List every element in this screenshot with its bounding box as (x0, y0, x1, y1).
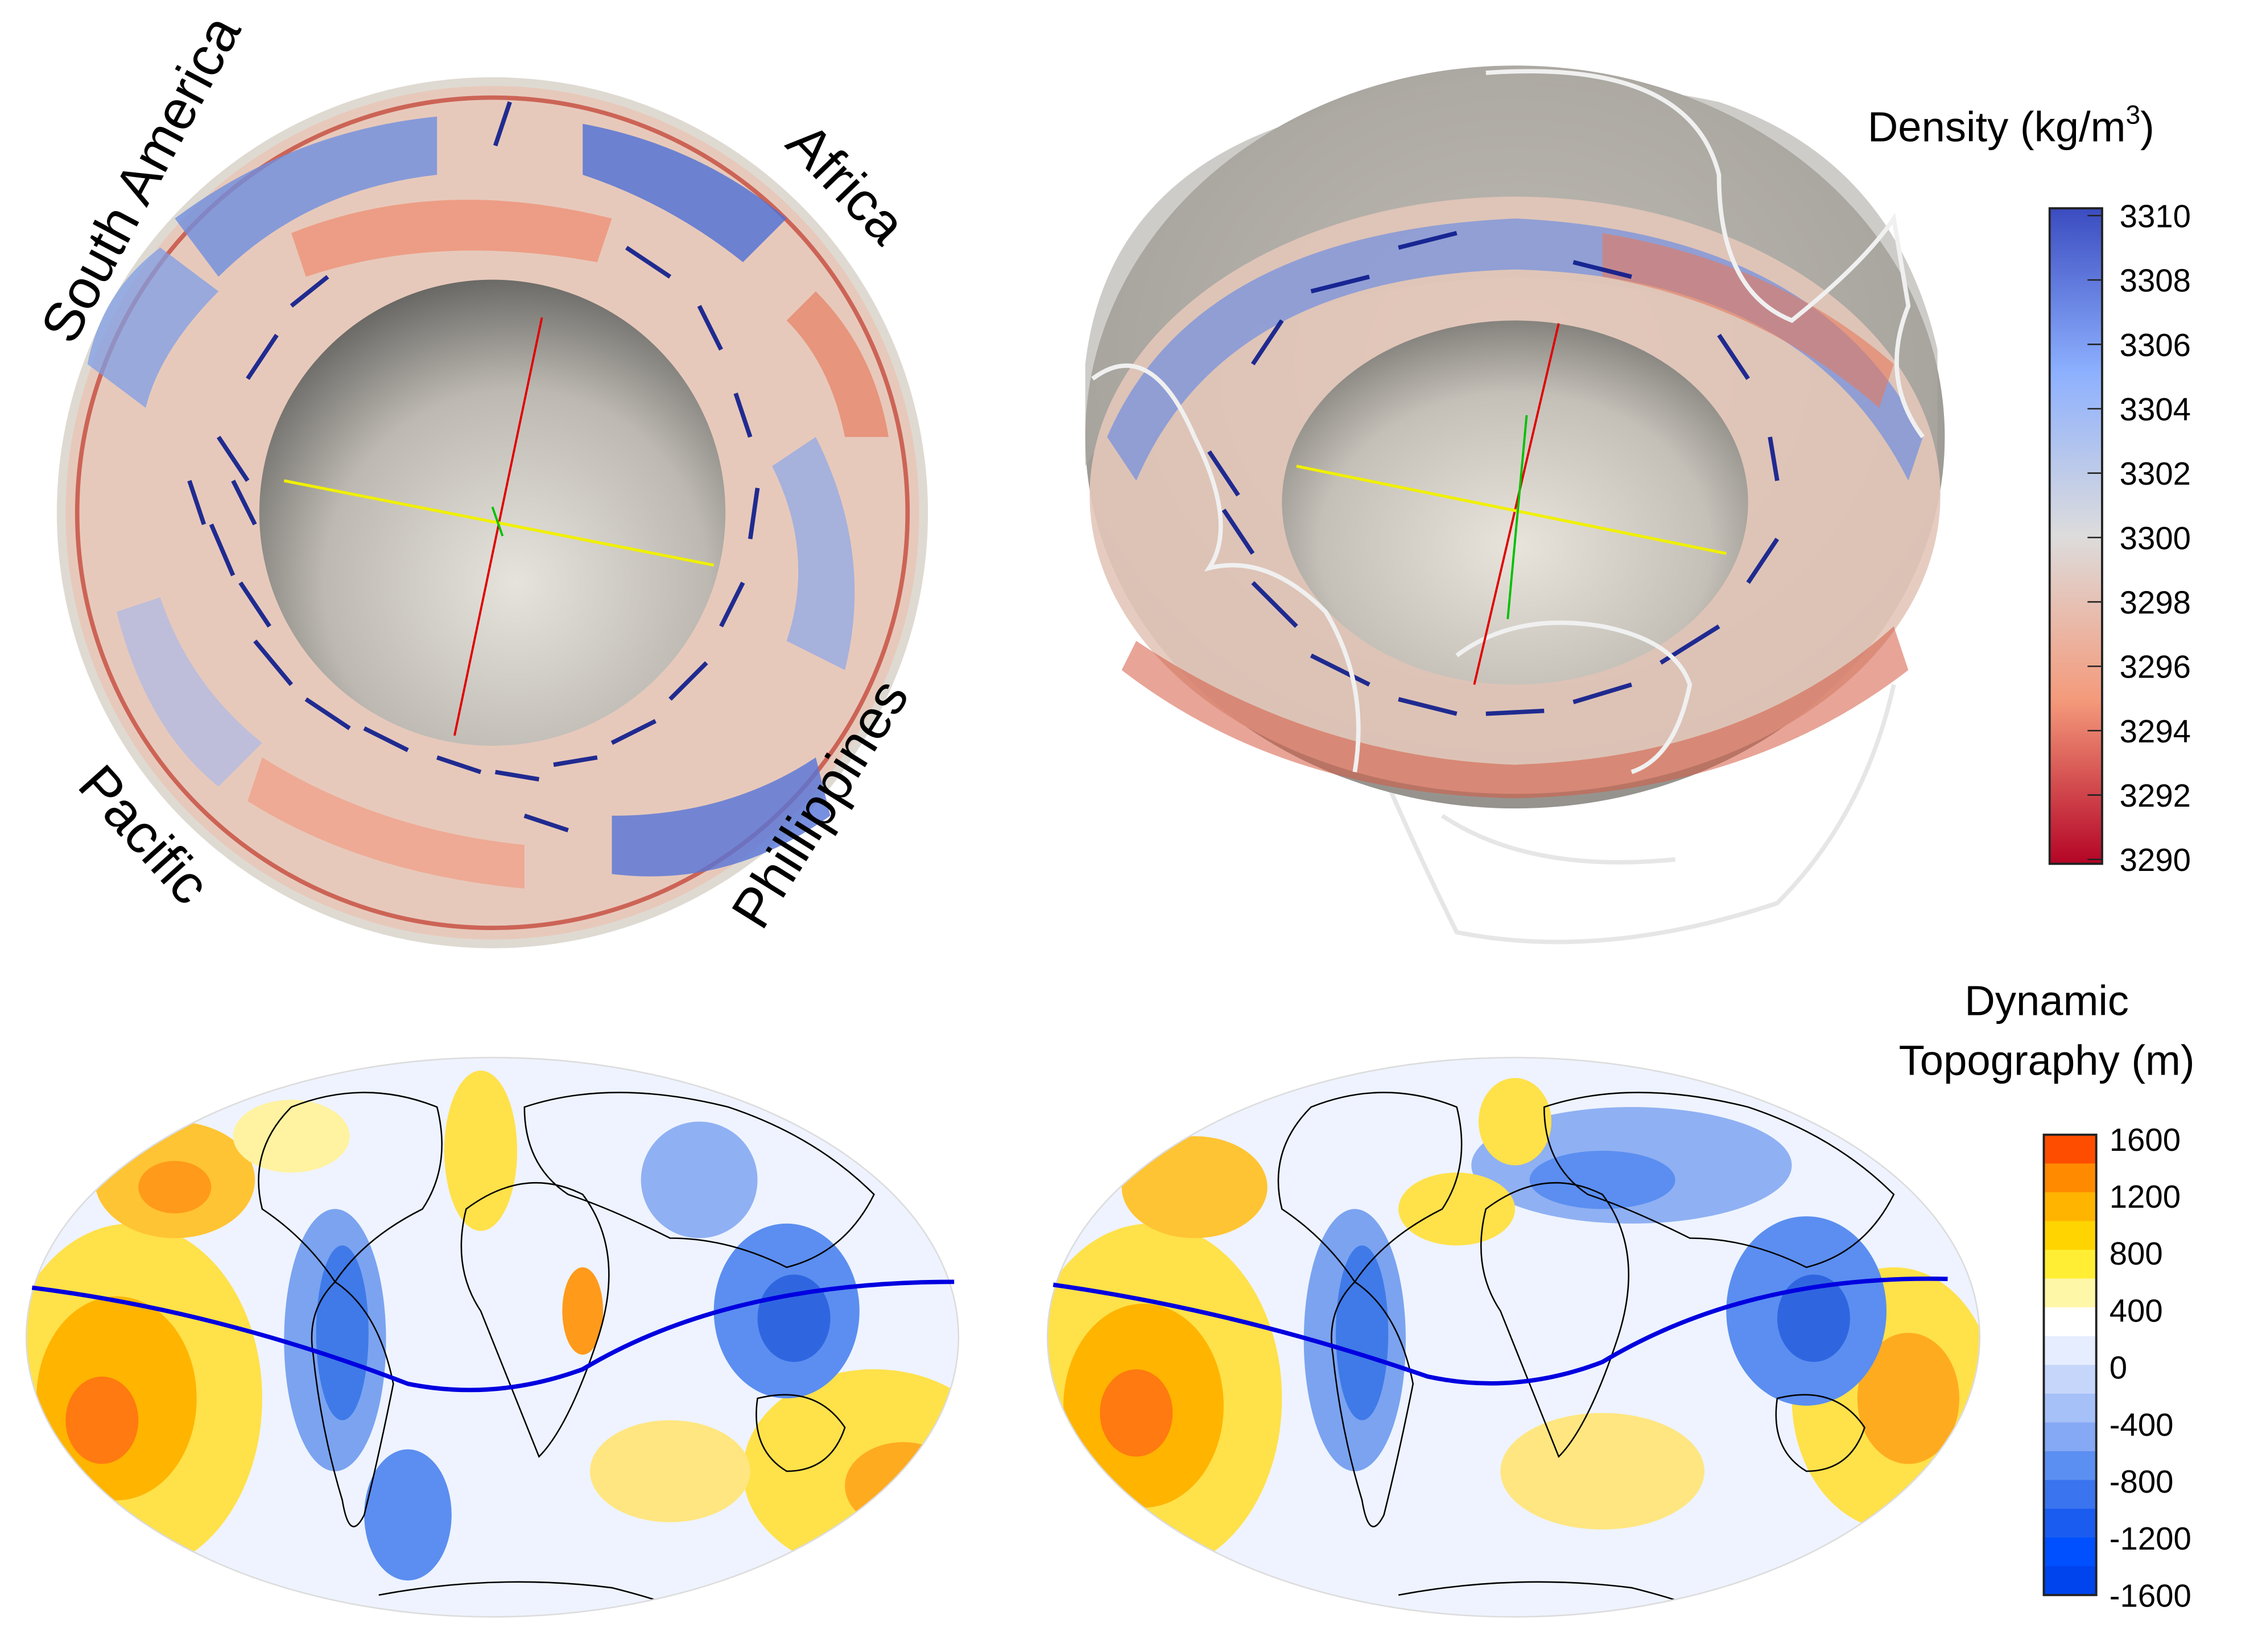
core-sphere-left (259, 279, 726, 746)
density-tick-label: 3294 (2120, 713, 2191, 749)
density-tick-label: 3292 (2120, 778, 2191, 813)
topo-color-band (2044, 1336, 2096, 1366)
topo-color-band (2044, 1163, 2096, 1193)
density-tick-label: 3308 (2120, 263, 2191, 299)
topo-tick-label: 1200 (2110, 1179, 2181, 1215)
topo-color-band (2044, 1451, 2096, 1481)
topo-color-band (2044, 1393, 2096, 1423)
topo-tick-label: -1200 (2110, 1521, 2191, 1556)
topo-color-band (2044, 1278, 2096, 1308)
density-colorbar: Density (kg/m3) 3310 3308 3306 3304 3302 3300… (1868, 100, 2191, 878)
topo-tick-label: 800 (2110, 1236, 2163, 1271)
topo-colorbar-ticks: 1600 1200 800 400 0 -400 -800 -1200 -1600 (2110, 1122, 2191, 1613)
topo-tick-label: 400 (2110, 1292, 2163, 1328)
topo-color-band (2044, 1566, 2096, 1596)
topo-tick-label: -800 (2110, 1464, 2174, 1500)
topo-tick-label: 1600 (2110, 1122, 2181, 1158)
topo-color-band (2044, 1537, 2096, 1567)
topo-color-band (2044, 1221, 2096, 1251)
density-ring-panel-left: South America Africa Pacific Phillippine… (28, 5, 928, 948)
density-tick-label: 3296 (2120, 649, 2191, 685)
topo-colorbar-title-line2: Topography (m) (1899, 1037, 2195, 1084)
topo-color-band (2044, 1422, 2096, 1452)
core-sphere-right (1282, 320, 1748, 685)
topo-colorbar-title-line1: Dynamic (1964, 977, 2129, 1025)
density-colorbar-title: Density (kg/m3) (1868, 100, 2154, 151)
density-colorbar-ticks: 3310 3308 3306 3304 3302 3300 3298 3296 3294 3292… (2087, 198, 2191, 878)
topo-color-band (2044, 1307, 2096, 1337)
topo-color-band (2044, 1192, 2096, 1222)
density-tick-label: 3310 (2120, 198, 2191, 234)
topography-map-left (25, 1056, 960, 1618)
density-tick-label: 3298 (2120, 585, 2191, 621)
density-tick-label: 3304 (2120, 391, 2191, 427)
topo-color-band (2044, 1365, 2096, 1395)
topography-colorbar: Dynamic Topography (m) 1600 1200 800 400 0 -4… (1899, 977, 2195, 1614)
density-tick-label: 3306 (2120, 327, 2191, 363)
topo-color-band (2044, 1480, 2096, 1510)
topo-tick-label: -1600 (2110, 1577, 2191, 1613)
topo-colorbar-scale (2044, 1134, 2096, 1596)
density-tick-label: 3300 (2120, 520, 2191, 556)
density-tick-label: 3302 (2120, 456, 2191, 492)
topo-tick-label: 0 (2110, 1350, 2127, 1386)
topography-map-right (1046, 1056, 1981, 1618)
topo-color-band (2044, 1134, 2096, 1164)
topo-color-band (2044, 1249, 2096, 1279)
density-colorbar-scale (2048, 207, 2103, 865)
density-ring-panel-right (1085, 65, 1945, 944)
topo-color-band (2044, 1509, 2096, 1538)
density-tick-label: 3290 (2120, 842, 2191, 878)
topo-tick-label: -400 (2110, 1407, 2174, 1443)
